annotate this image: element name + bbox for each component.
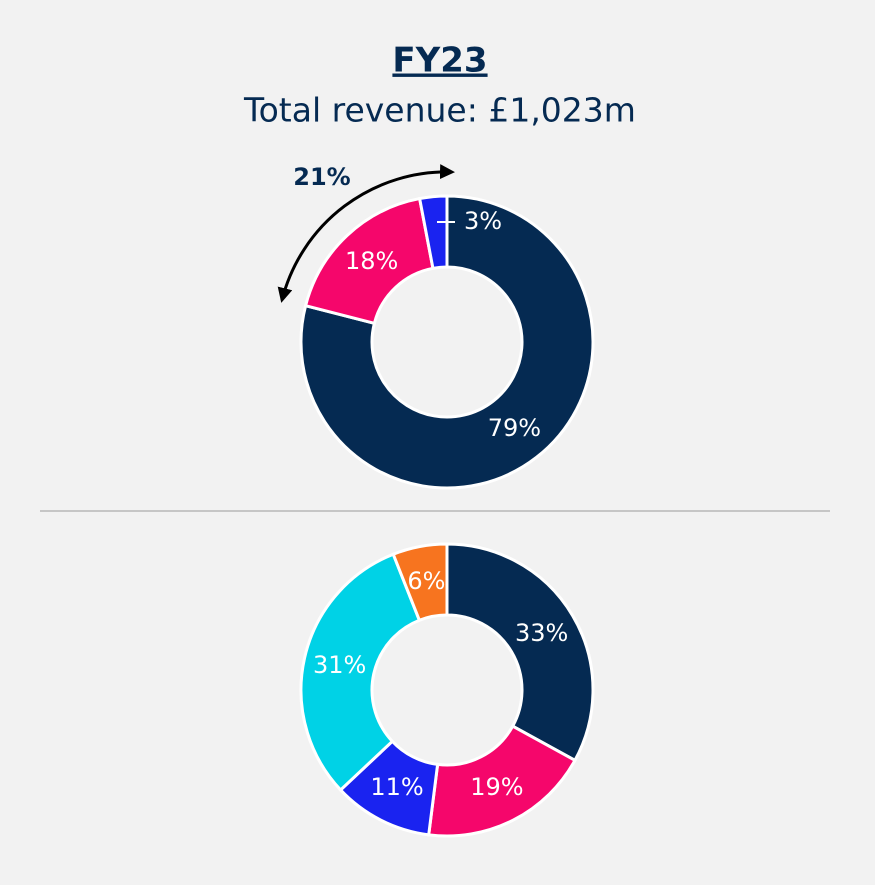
- donut-slice: [299, 194, 595, 490]
- annotation: 21%: [293, 163, 350, 191]
- data-label: 19%: [470, 773, 523, 801]
- data-label: 31%: [313, 651, 366, 679]
- donut-slice: [417, 194, 449, 271]
- donut-slice: [445, 542, 595, 763]
- chart-title: FY23: [392, 41, 487, 81]
- donut-slice: [299, 552, 422, 793]
- donut-slice: [303, 196, 435, 326]
- data-label: 11%: [370, 773, 423, 801]
- data-label: 6%: [407, 567, 445, 595]
- data-label: 33%: [515, 619, 568, 647]
- donut-slice: [391, 542, 449, 623]
- bracket-arrow: [277, 164, 455, 303]
- chart-subtitle: Total revenue: £1,023m: [243, 91, 636, 130]
- data-label: 3%: [464, 207, 502, 235]
- data-label: 18%: [345, 247, 398, 275]
- data-label: 79%: [488, 414, 541, 442]
- donut-slice: [427, 724, 577, 838]
